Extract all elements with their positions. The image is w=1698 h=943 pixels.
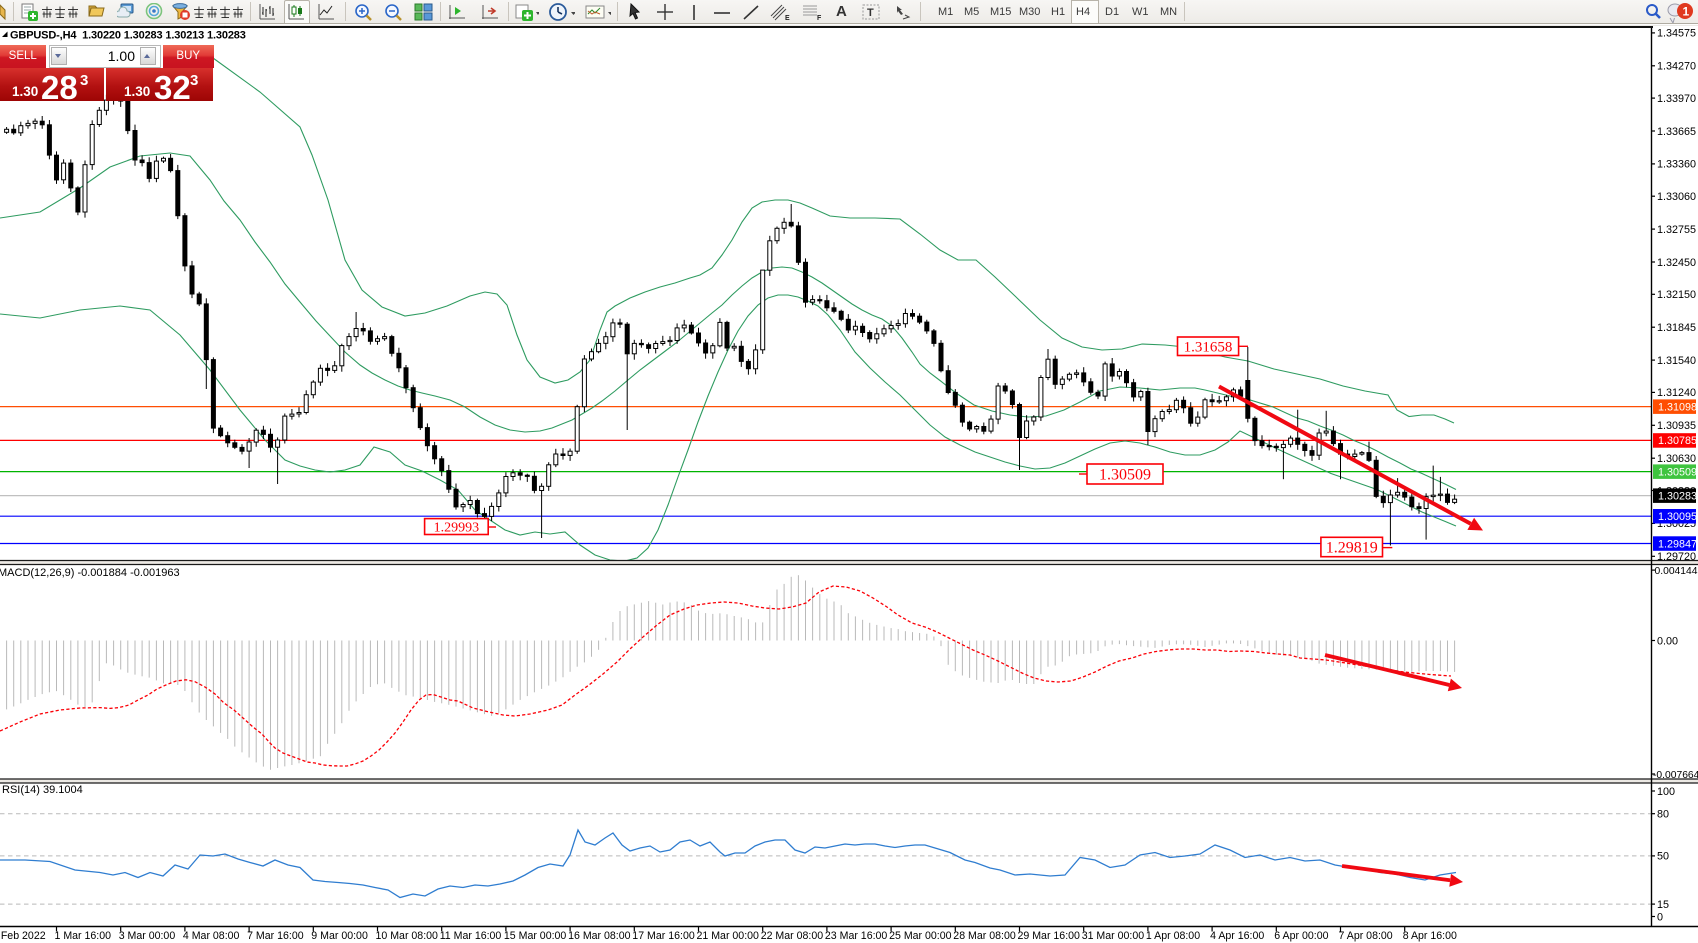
svg-text:1.30509: 1.30509: [1099, 467, 1151, 484]
svg-text:28 Mar 08:00: 28 Mar 08:00: [953, 930, 1016, 942]
svg-text:100: 100: [1657, 786, 1675, 798]
svg-text:8 Feb 2022: 8 Feb 2022: [0, 930, 46, 942]
svg-text:1.30785: 1.30785: [1658, 435, 1697, 447]
svg-text:25 Mar 00:00: 25 Mar 00:00: [889, 930, 952, 942]
svg-text:1.31240: 1.31240: [1657, 387, 1696, 399]
svg-text:15: 15: [1657, 899, 1669, 911]
svg-text:1.33360: 1.33360: [1657, 159, 1696, 171]
svg-text:1.30509: 1.30509: [1658, 466, 1697, 478]
svg-text:0: 0: [1657, 911, 1663, 923]
svg-text:8 Apr 16:00: 8 Apr 16:00: [1403, 930, 1457, 942]
svg-text:1.29720: 1.29720: [1657, 551, 1696, 563]
svg-text:80: 80: [1657, 809, 1669, 821]
svg-text:1.33665: 1.33665: [1657, 126, 1696, 138]
svg-text:15 Mar 00:00: 15 Mar 00:00: [504, 930, 567, 942]
svg-text:1.31845: 1.31845: [1657, 322, 1696, 334]
svg-text:F: F: [817, 15, 822, 22]
svg-text:16 Mar 08:00: 16 Mar 08:00: [568, 930, 631, 942]
svg-text:1.30283: 1.30283: [1658, 490, 1697, 502]
svg-text:1.30935: 1.30935: [1657, 420, 1696, 432]
svg-text:1.32450: 1.32450: [1657, 257, 1696, 269]
svg-text:7 Apr 08:00: 7 Apr 08:00: [1339, 930, 1393, 942]
svg-text:1.30630: 1.30630: [1657, 453, 1696, 465]
svg-text:23 Mar 16:00: 23 Mar 16:00: [825, 930, 888, 942]
svg-text:1.29993: 1.29993: [434, 520, 480, 535]
svg-text:4 Mar 08:00: 4 Mar 08:00: [183, 930, 240, 942]
svg-text:1: 1: [1683, 5, 1690, 19]
svg-text:1 Mar 16:00: 1 Mar 16:00: [55, 930, 112, 942]
svg-text:-0.007664: -0.007664: [1653, 770, 1698, 781]
svg-text:9 Mar 00:00: 9 Mar 00:00: [311, 930, 368, 942]
svg-text:21 Mar 00:00: 21 Mar 00:00: [697, 930, 760, 942]
svg-text:1.31098: 1.31098: [1658, 401, 1697, 413]
svg-text:0.004144: 0.004144: [1655, 566, 1698, 577]
svg-text:E: E: [785, 15, 790, 22]
svg-text:3 Mar 00:00: 3 Mar 00:00: [119, 930, 176, 942]
svg-text:10 Mar 08:00: 10 Mar 08:00: [376, 930, 439, 942]
svg-text:1.31658: 1.31658: [1184, 340, 1233, 356]
svg-text:1.29819: 1.29819: [1326, 540, 1378, 557]
svg-text:1 Apr 08:00: 1 Apr 08:00: [1146, 930, 1200, 942]
svg-text:GBPUSD-,H4 1.30220 1.30283 1.: GBPUSD-,H4 1.30220 1.30283 1.30213 1.302…: [10, 30, 246, 42]
svg-text:1.33060: 1.33060: [1657, 191, 1696, 203]
svg-text:50: 50: [1657, 851, 1669, 863]
svg-text:MACD(12,26,9) -0.001884 -0.001: MACD(12,26,9) -0.001884 -0.001963: [0, 567, 180, 579]
svg-text:7 Mar 16:00: 7 Mar 16:00: [247, 930, 304, 942]
svg-text:29 Mar 16:00: 29 Mar 16:00: [1018, 930, 1081, 942]
svg-text:T: T: [867, 7, 874, 19]
svg-text:1.32150: 1.32150: [1657, 289, 1696, 301]
svg-text:11 Mar 16:00: 11 Mar 16:00: [440, 930, 502, 942]
svg-text:1.31540: 1.31540: [1657, 355, 1696, 367]
svg-text:0.00: 0.00: [1657, 635, 1678, 647]
svg-text:22 Mar 08:00: 22 Mar 08:00: [761, 930, 824, 942]
svg-text:6 Apr 00:00: 6 Apr 00:00: [1274, 930, 1328, 942]
svg-text:RSI(14) 39.1004: RSI(14) 39.1004: [2, 784, 83, 796]
svg-text:1.30095: 1.30095: [1658, 511, 1697, 523]
svg-text:1.34575: 1.34575: [1657, 28, 1696, 40]
svg-text:4 Apr 16:00: 4 Apr 16:00: [1210, 930, 1264, 942]
svg-text:1.33970: 1.33970: [1657, 93, 1696, 105]
svg-text:1.32755: 1.32755: [1657, 224, 1696, 236]
svg-text:17 Mar 16:00: 17 Mar 16:00: [632, 930, 695, 942]
svg-text:1.34270: 1.34270: [1657, 61, 1696, 73]
svg-text:31 Mar 00:00: 31 Mar 00:00: [1082, 930, 1145, 942]
svg-text:1.29847: 1.29847: [1658, 538, 1697, 550]
